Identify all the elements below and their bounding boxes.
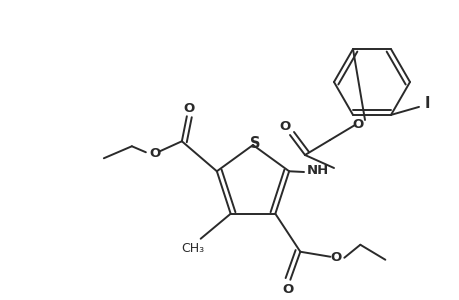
Text: O: O	[183, 102, 194, 115]
Text: O: O	[330, 251, 341, 264]
Text: O: O	[279, 121, 290, 134]
Text: CH₃: CH₃	[181, 242, 204, 255]
Text: I: I	[423, 96, 429, 111]
Text: NH: NH	[306, 164, 328, 176]
Text: O: O	[149, 147, 160, 160]
Text: O: O	[282, 283, 293, 296]
Text: O: O	[352, 118, 363, 130]
Text: S: S	[249, 136, 260, 152]
